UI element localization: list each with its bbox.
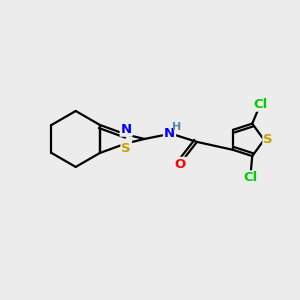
Text: O: O	[175, 158, 186, 171]
Text: N: N	[164, 127, 175, 140]
Text: Cl: Cl	[244, 171, 258, 184]
Text: N: N	[121, 123, 132, 136]
Text: S: S	[263, 133, 273, 146]
Text: H: H	[172, 122, 181, 132]
Text: Cl: Cl	[253, 98, 267, 111]
Text: S: S	[122, 142, 131, 154]
